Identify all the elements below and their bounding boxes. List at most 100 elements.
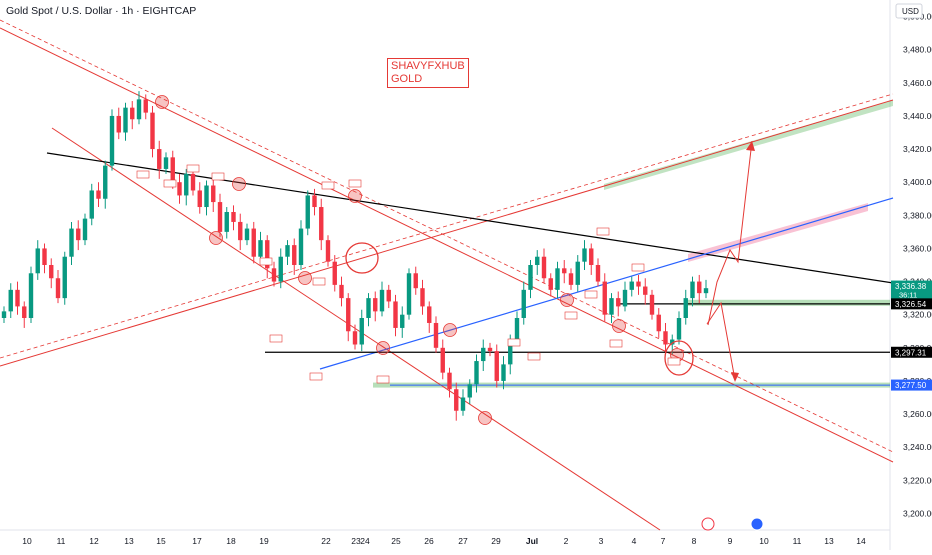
candle-body [298,228,304,265]
candle-body [271,268,277,282]
x-tick-label: 18 [226,536,236,546]
x-tick-label: 8 [692,536,697,546]
annotation-box [136,170,150,179]
candle-body [312,195,317,208]
candle-body [42,248,47,265]
x-tick-label: 25 [391,536,401,546]
annotation-box [259,257,273,266]
annotation-box [321,181,335,190]
candle-body [568,273,574,285]
y-tick-label: 3,480.00 [903,45,932,55]
x-tick-label: 9 [728,536,733,546]
touch-marker-outline [443,323,457,337]
touch-marker [232,177,246,191]
candle-body [683,298,688,318]
candle-body [28,273,34,318]
candle-body [278,256,283,282]
price-tag-label: 3,277.50 [895,381,927,390]
candle-body [116,115,121,133]
candle-body [49,265,54,279]
candle-body [82,218,88,241]
candle-body [541,256,547,279]
y-tick-label: 3,440.00 [903,111,932,121]
currency-button[interactable] [895,3,923,19]
candle-body [339,284,344,299]
candle-body [649,294,655,315]
touch-marker [209,231,223,245]
candle-body [521,289,526,318]
candle-body [224,212,229,232]
candle-body [197,190,202,208]
candle-body [8,289,13,312]
candle-body [109,115,115,166]
annotation-box [507,338,521,347]
touch-marker-outline [478,411,492,425]
channel-upper-line [0,27,894,463]
watermark-line-1: SHAVYFXHUB [391,60,465,72]
touch-marker [560,293,574,307]
x-tick-label: Jul [526,536,538,546]
candle-body [373,298,378,312]
candle-body [595,265,601,282]
candle-body [548,278,553,290]
candle-body [508,339,513,365]
candle-body [204,185,209,208]
candle-body [676,318,682,340]
candle-body [285,245,290,257]
candle-body [305,195,310,229]
rising-trendline-dashed [0,93,894,359]
candle-body [616,298,621,307]
candle-body [177,182,182,196]
annotation-box [269,334,283,343]
price-tag-countdown: 36:11 [899,291,917,300]
candle-body [494,351,499,381]
candle-body [89,190,94,219]
candle-body [663,331,668,345]
x-tick-label: 15 [156,536,166,546]
x-tick-label: 4 [632,536,637,546]
touch-marker [376,341,390,355]
candle-body [467,384,472,398]
annotation-box [163,179,177,188]
x-tick-label: 24 [360,536,370,546]
candle-body [487,347,493,352]
channel-upper-dashed [0,19,894,453]
price-axis [890,0,932,550]
price-tag-label: 3,297.31 [895,348,927,357]
x-tick-label: 7 [661,536,666,546]
x-tick-label: 3 [599,536,604,546]
candle-body [400,314,405,328]
x-tick-label: 22 [321,536,331,546]
candle-body [643,286,648,295]
touch-marker [298,271,312,285]
candle-body [629,281,634,290]
annotation-box [564,311,578,320]
candle-body [244,228,250,241]
candle-body [474,361,479,385]
candle-body [130,107,135,120]
candle-body [386,289,391,302]
price-tag [891,379,932,391]
alert-icon [701,517,715,531]
x-tick-label: 13 [124,536,134,546]
candle-body [325,240,331,262]
highlight-ellipse-right [664,340,694,376]
y-tick-label: 3,320.00 [903,310,932,320]
price-tag [891,298,932,310]
candle-body [501,364,506,381]
candle-body [62,256,67,299]
candle-body [433,322,439,348]
annotation-box [348,179,362,188]
y-tick-label: 3,400.00 [903,177,932,187]
candle-body [420,288,425,307]
rising-trendline [0,99,894,367]
candle-body [440,347,445,373]
candle-body [96,190,101,199]
price-tag-label: 3,326.54 [895,300,927,309]
x-tick-label: 12 [89,536,99,546]
candle-body [292,245,297,265]
candle-body [352,331,358,345]
touch-marker-outline [376,341,390,355]
